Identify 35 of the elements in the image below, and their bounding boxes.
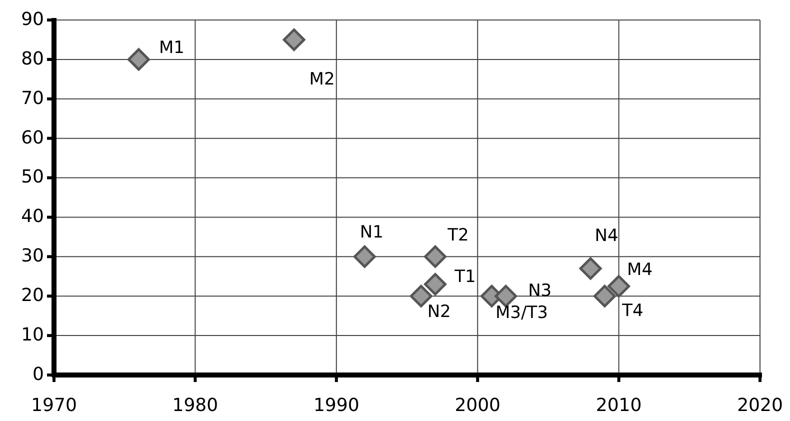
point [127, 48, 150, 71]
point [424, 273, 446, 296]
point [579, 257, 602, 280]
annotation: M4 [627, 260, 653, 280]
annotation: N2 [427, 302, 451, 322]
x-tick-label: 2020 [737, 395, 783, 416]
y-tick-label: 60 [21, 127, 44, 148]
point [353, 245, 376, 268]
y-tick-label: 40 [21, 206, 44, 228]
x-tick-label: 1970 [31, 395, 77, 416]
x-tick-label: 2010 [596, 395, 642, 416]
annotation: M1 [158, 38, 184, 58]
annotation: M2 [309, 69, 335, 90]
y-tick-label: 80 [21, 48, 44, 70]
point [608, 275, 630, 298]
point [593, 284, 616, 308]
y-tick-label: 0 [32, 364, 44, 385]
point [282, 28, 306, 51]
y-tick-label: 10 [21, 324, 44, 346]
y-tick-label: 20 [21, 285, 44, 306]
annotation: M3/T3 [496, 302, 548, 323]
annotation: N1 [360, 222, 384, 242]
x-tick-label: 2000 [454, 395, 501, 416]
annotation: T1 [454, 266, 476, 287]
point [424, 245, 446, 268]
annotation: N4 [594, 226, 618, 246]
y-tick-label: 30 [21, 246, 44, 267]
y-tick-label: 90 [21, 8, 44, 30]
annotation: N3 [528, 280, 552, 301]
annotation: T2 [446, 225, 469, 246]
x-tick-label: 1990 [313, 395, 360, 416]
y-tick-label: 50 [21, 166, 44, 188]
x-tick-label: 1980 [172, 395, 218, 416]
annotation: T4 [621, 300, 644, 321]
y-tick-label: 70 [21, 88, 44, 109]
